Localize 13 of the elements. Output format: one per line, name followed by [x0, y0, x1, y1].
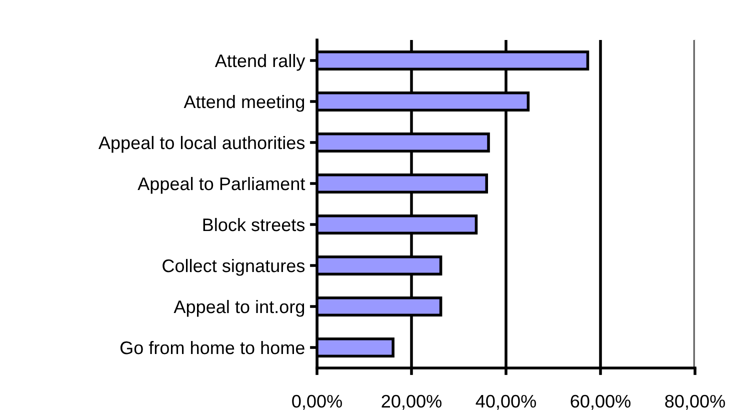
y-tick-label: Appeal to int.org [174, 300, 304, 317]
y-tick-label: Attend meeting [184, 94, 304, 112]
x-tick-label: 40,00% [476, 394, 536, 410]
x-tick-label: 0,00% [292, 394, 342, 410]
y-tick-label: Appeal to Parliament [138, 176, 306, 194]
y-tick-label: Collect signatures [162, 258, 305, 276]
x-tick-label: 60,00% [570, 394, 630, 410]
y-tick-label: Attend rally [214, 54, 306, 71]
y-tick-label: Block streets [203, 218, 305, 232]
x-tick-label: 20,00% [382, 394, 442, 410]
x-tick-label: 80,00% [665, 394, 725, 410]
y-tick-label: Go from home to home [120, 340, 304, 354]
y-tick-label: Appeal to local authorities [98, 136, 305, 153]
